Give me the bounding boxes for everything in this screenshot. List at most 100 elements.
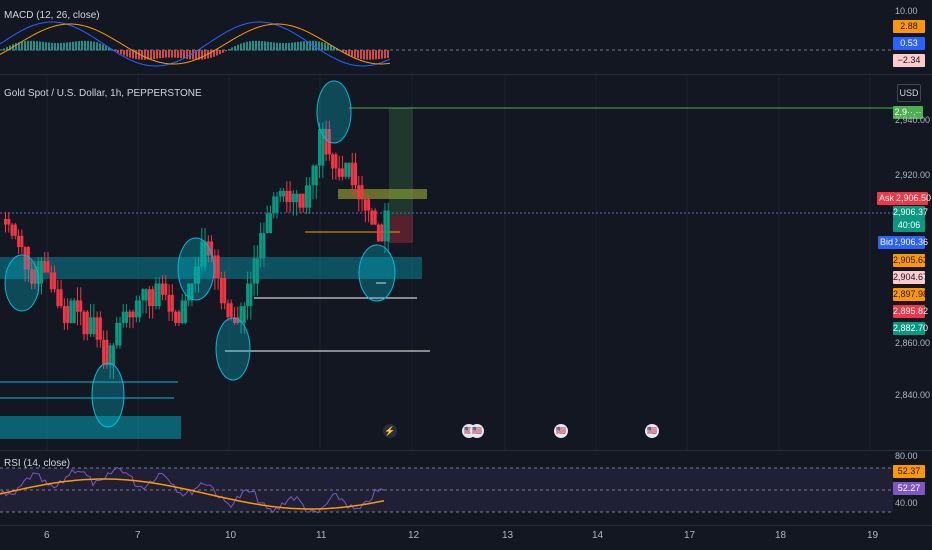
- candle-body: [115, 322, 119, 346]
- candle-body: [118, 322, 122, 346]
- macd-histogram-bar: [204, 50, 206, 60]
- price-plot[interactable]: [0, 75, 893, 450]
- pane-separator[interactable]: [0, 450, 932, 451]
- macd-histogram-bar: [318, 41, 320, 51]
- rsi-tick: 40.00: [895, 498, 918, 508]
- macd-histogram-bar: [51, 42, 53, 51]
- candle-body: [128, 311, 132, 318]
- us-flag-icon[interactable]: 🇺🇸: [645, 424, 659, 438]
- lightning-icon[interactable]: ⚡: [383, 424, 397, 438]
- candle-body: [203, 241, 207, 267]
- pane-separator: [0, 525, 932, 526]
- candle-body: [121, 311, 125, 323]
- macd-histogram-bar: [237, 44, 239, 51]
- candle-body: [229, 303, 233, 318]
- macd-axis-tick: 10.00: [895, 6, 918, 16]
- candle-body: [23, 247, 27, 270]
- macd-histogram-bar: [177, 50, 179, 58]
- symbol-title[interactable]: Gold Spot / U.S. Dollar, 1h, PEPPERSTONE: [4, 88, 202, 99]
- tp-level-tag: 2,9··.··: [893, 106, 923, 119]
- macd-histogram-bar: [144, 50, 146, 60]
- candle-body: [242, 306, 246, 323]
- candle-body: [138, 300, 142, 318]
- rsi-axis[interactable]: 80.00 52.37 52.27 40.00: [893, 451, 932, 525]
- time-axis[interactable]: 6 7 10 11 12 13 14 17 18 19: [0, 526, 932, 550]
- macd-histogram-bar: [135, 50, 137, 60]
- macd-histogram-bar: [57, 42, 59, 51]
- macd-histogram-bar: [132, 50, 134, 59]
- macd-histogram-bar: [162, 50, 164, 58]
- macd-histogram-bar: [306, 40, 308, 51]
- us-flag-icon[interactable]: 🇺🇸: [554, 424, 568, 438]
- macd-histogram-bar: [42, 41, 44, 51]
- candle-body: [318, 129, 322, 166]
- macd-histogram-bar: [54, 42, 56, 51]
- candle-body: [111, 345, 115, 366]
- pane-separator[interactable]: [0, 74, 932, 75]
- macd-histogram-bar: [351, 50, 353, 57]
- macd-histogram-bar: [15, 43, 17, 51]
- candle-body: [324, 129, 328, 155]
- candle-body: [367, 199, 371, 211]
- candle-body: [219, 277, 223, 304]
- annotation-circle: [91, 362, 125, 428]
- candle-body: [268, 213, 272, 234]
- rsi-title: RSI (14, close): [4, 458, 71, 469]
- support-zone: [0, 257, 422, 279]
- candle-body: [30, 269, 34, 284]
- macd-histogram-bar: [210, 50, 212, 58]
- us-flag-icon[interactable]: 🇺🇸: [470, 424, 484, 438]
- candle-body: [134, 300, 138, 318]
- annotation-circle: [215, 317, 251, 381]
- macd-histogram-bar: [6, 46, 8, 51]
- candle-body: [49, 272, 53, 290]
- macd-histogram-bar: [36, 41, 38, 51]
- ask-badge: Ask: [877, 192, 897, 205]
- macd-histogram-bar: [27, 40, 29, 51]
- macd-pane[interactable]: MACD (12, 26, close) 10.00 2.88 0.53 −2.…: [0, 0, 932, 74]
- macd-histogram-bar: [153, 50, 155, 59]
- macd-histogram-bar: [138, 50, 140, 60]
- candle-body: [144, 289, 148, 301]
- demand-zone: [0, 416, 181, 439]
- macd-price-axis[interactable]: 10.00 2.88 0.53 −2.34: [893, 0, 932, 74]
- candle-body: [288, 190, 292, 203]
- candle-body: [180, 300, 184, 323]
- candle-body: [85, 311, 89, 335]
- macd-histogram-bar: [186, 50, 188, 59]
- macd-histogram-bar: [234, 46, 236, 51]
- macd-histogram-bar: [267, 41, 269, 51]
- candle-body: [62, 306, 66, 323]
- time-label: 11: [316, 530, 327, 541]
- price-tick: 2,840.00: [895, 390, 931, 400]
- macd-histogram-bar: [288, 42, 290, 51]
- macd-histogram-bar: [93, 41, 95, 51]
- candle-body: [79, 300, 83, 312]
- macd-histogram-bar: [213, 50, 215, 57]
- rsi-pane[interactable]: RSI (14, close) 80.00 52.37 52.27 40.00: [0, 451, 932, 525]
- candle-body: [354, 162, 358, 186]
- macd-plot: [0, 21, 893, 67]
- macd-histogram-bar: [309, 40, 311, 51]
- candle-body: [301, 193, 305, 208]
- macd-histogram-bar: [348, 50, 350, 55]
- last-price-tag: 2,906.37: [893, 206, 929, 219]
- macd-histogram-bar: [63, 42, 65, 51]
- candle-body: [147, 289, 151, 307]
- macd-histogram-bar: [105, 45, 107, 51]
- macd-histogram-bar: [330, 45, 332, 51]
- candle-body: [373, 210, 377, 225]
- currency-button[interactable]: USD: [897, 84, 921, 102]
- macd-histogram-bar: [378, 50, 380, 60]
- candle-body: [187, 283, 191, 301]
- candle-body: [314, 165, 318, 186]
- position-loss-zone: [389, 216, 413, 243]
- macd-histogram-bar: [183, 50, 185, 59]
- price-pane[interactable]: Gold Spot / U.S. Dollar, 1h, PEPPERSTONE…: [0, 75, 932, 450]
- time-label: 13: [502, 530, 514, 541]
- candle-body: [4, 218, 7, 225]
- candle-body: [154, 283, 158, 307]
- candle-body: [255, 258, 259, 284]
- level-tag: 2,882.70: [893, 322, 929, 335]
- price-axis[interactable]: USD 2,9··.·· 2,940.00 2,920.00 2,906.37 …: [893, 75, 932, 450]
